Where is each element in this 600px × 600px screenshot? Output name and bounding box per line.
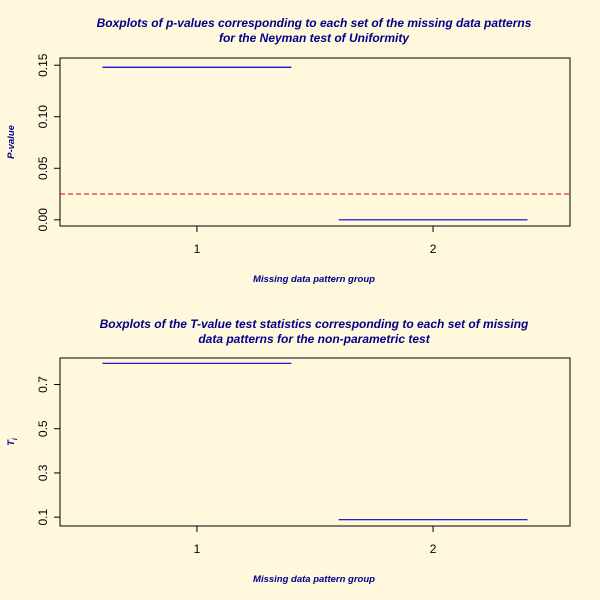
y-tick-label: 0.7 <box>36 376 50 393</box>
y-axis-label-main: T <box>6 439 17 446</box>
y-axis-label-main: P-value <box>6 124 17 159</box>
y-tick-label: 0.3 <box>36 464 50 481</box>
plot-frame <box>59 57 571 227</box>
x-tick-label: 2 <box>430 242 437 256</box>
y-axis-label: P-value <box>6 124 17 159</box>
chart-title-line-1: Boxplots of the T-value test statistics … <box>100 317 529 331</box>
x-axis-label: Missing data pattern group <box>253 274 375 285</box>
y-tick-label: 0.15 <box>36 53 50 77</box>
y-tick-label: 0.10 <box>36 105 50 129</box>
x-axis-label: Missing data pattern group <box>253 574 375 585</box>
y-axis-label: Ti <box>6 437 19 446</box>
x-tick-label: 2 <box>430 542 437 556</box>
y-axis-label-group: Ti <box>6 437 19 446</box>
tvalue-boxplot-panel: Boxplots of the T-value test statistics … <box>6 317 571 585</box>
x-tick-label: 1 <box>194 542 201 556</box>
y-axis-label-group: P-value <box>6 124 17 159</box>
y-tick-label: 0.5 <box>36 420 50 437</box>
chart-title-line-1: Boxplots of p-values corresponding to ea… <box>97 16 532 30</box>
pvalue-boxplot-panel: Boxplots of p-values corresponding to ea… <box>6 16 571 285</box>
y-tick-label: 0.00 <box>36 208 50 232</box>
y-tick-label: 0.05 <box>36 156 50 180</box>
y-tick-label: 0.1 <box>36 508 50 525</box>
chart-title-line-2: data patterns for the non-parametric tes… <box>198 332 430 346</box>
chart-title-line-2: for the Neyman test of Uniformity <box>219 31 410 45</box>
x-tick-label: 1 <box>194 242 201 256</box>
y-axis-label-subscript: i <box>12 437 19 440</box>
plot-frame <box>59 357 571 527</box>
